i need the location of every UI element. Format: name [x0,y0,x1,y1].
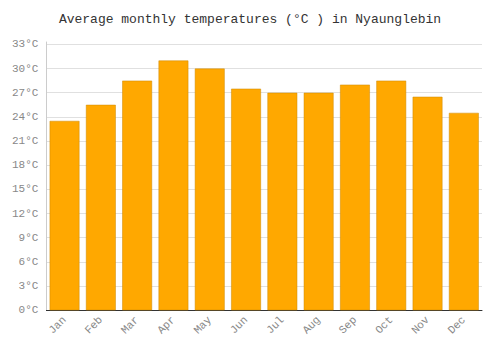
svg-text:12°C: 12°C [12,208,39,220]
svg-text:Jul: Jul [264,314,286,336]
svg-text:18°C: 18°C [12,159,39,171]
svg-text:21°C: 21°C [12,135,39,147]
svg-text:Apr: Apr [155,314,177,336]
svg-text:Feb: Feb [83,314,105,336]
svg-text:Average monthly temperatures (: Average monthly temperatures (°C ) in Ny… [59,12,441,27]
svg-text:Oct: Oct [373,314,395,336]
svg-text:3°C: 3°C [19,280,39,292]
svg-text:Jan: Jan [46,314,68,336]
svg-text:24°C: 24°C [12,111,39,123]
svg-text:Sep: Sep [337,314,359,336]
svg-text:0°C: 0°C [19,304,39,316]
svg-text:Mar: Mar [119,314,141,336]
svg-text:9°C: 9°C [19,232,39,244]
svg-text:33°C: 33°C [12,38,39,50]
svg-text:27°C: 27°C [12,87,39,99]
svg-text:Aug: Aug [300,314,322,336]
svg-text:15°C: 15°C [12,183,39,195]
svg-text:May: May [192,314,215,337]
svg-text:Jun: Jun [228,314,250,336]
svg-text:Nov: Nov [409,314,432,337]
svg-text:6°C: 6°C [19,256,39,268]
svg-text:30°C: 30°C [12,63,39,75]
svg-text:Dec: Dec [446,314,468,336]
